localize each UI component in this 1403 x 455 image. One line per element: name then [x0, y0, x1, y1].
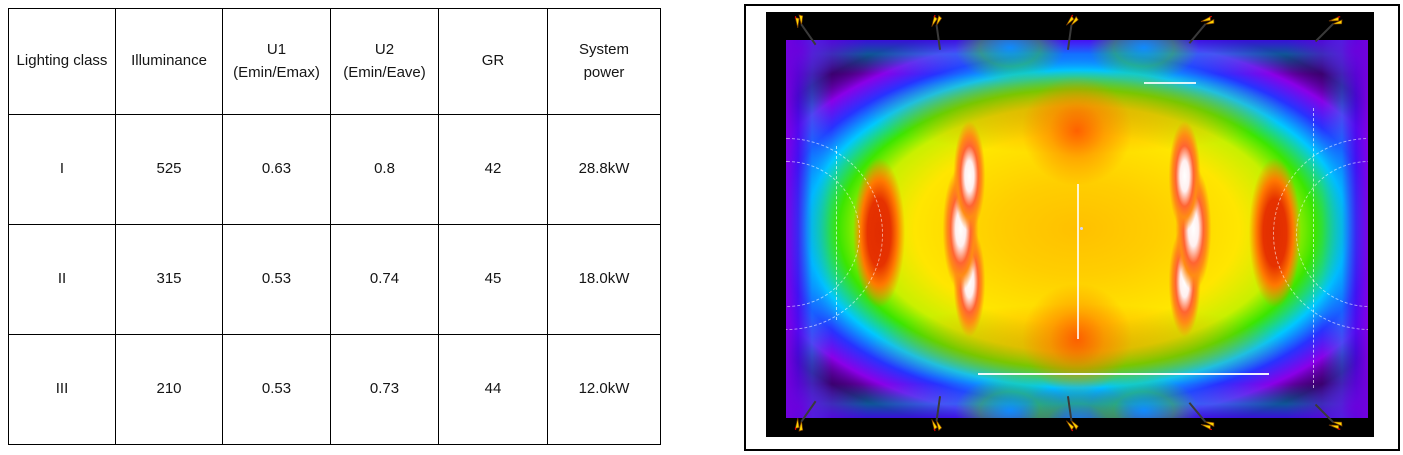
pitch-bottom-line	[978, 373, 1270, 375]
pitch-center-line	[1077, 183, 1079, 339]
floodlight-icon	[1200, 15, 1215, 25]
table-cell: 42	[438, 114, 548, 225]
photometric-table-body: Lighting class Illuminance U1 (Emin/Emax) U…	[8, 8, 661, 445]
table-cell: 0.74	[330, 224, 439, 335]
heatmap-canvas	[766, 12, 1374, 437]
table-cell: 210	[115, 334, 223, 445]
pitch-center-spot	[1080, 227, 1083, 231]
table-cell: 44	[438, 334, 548, 445]
table-header-cell: U1 (Emin/Emax)	[222, 8, 331, 115]
table-cell: 0.63	[222, 114, 331, 225]
table-cell: III	[8, 334, 116, 445]
floodlight	[1064, 396, 1080, 433]
table-header-cell: U2 (Emin/Eave)	[330, 8, 439, 115]
table-cell: I	[8, 114, 116, 225]
table-cell: 0.53	[222, 224, 331, 335]
pitch-left-penalty-line	[836, 145, 838, 320]
floodlight-icon	[1200, 421, 1215, 431]
table-cell: 315	[115, 224, 223, 335]
floodlight-icon	[1065, 419, 1079, 432]
table-header-cell: GR	[438, 8, 548, 115]
table-cell: 28.8kW	[547, 114, 661, 225]
floodlight-icon	[1329, 16, 1343, 25]
illuminance-field	[786, 40, 1368, 418]
table-header-row: Lighting class Illuminance U1 (Emin/Emax) U…	[8, 8, 661, 115]
floodlight-icon	[931, 14, 943, 27]
table-header-cell: Lighting class	[8, 8, 116, 115]
table-cell: 12.0kW	[547, 334, 661, 445]
floodlight	[1064, 13, 1080, 50]
floodlight	[928, 13, 944, 50]
table-cell: 0.8	[330, 114, 439, 225]
photometric-table: Lighting class Illuminance U1 (Emin/Emax) U…	[8, 8, 661, 445]
floodlight	[928, 396, 944, 433]
pitch-top-right-line	[1143, 82, 1197, 84]
floodlight	[1315, 403, 1346, 435]
table-cell: 0.53	[222, 334, 331, 445]
table-cell: 525	[115, 114, 223, 225]
table-cell: II	[8, 224, 116, 335]
floodlight	[1188, 402, 1218, 435]
heatmap-panel	[744, 4, 1400, 451]
floodlight	[789, 11, 817, 46]
floodlight	[1315, 11, 1346, 43]
table-cell: 0.73	[330, 334, 439, 445]
floodlight-icon	[931, 419, 943, 432]
table-header-cell: System power	[547, 8, 661, 115]
table-row: I 525 0.63 0.8 42 28.8kW	[8, 114, 661, 225]
floodlight-icon	[794, 14, 803, 29]
floodlight	[789, 400, 817, 434]
table-cell: 18.0kW	[547, 224, 661, 335]
floodlight	[1188, 11, 1218, 44]
floodlight-icon	[1329, 421, 1343, 430]
table-cell: 45	[438, 224, 548, 335]
table-row: II 315 0.53 0.74 45 18.0kW	[8, 224, 661, 335]
floodlight-icon	[794, 417, 803, 432]
pitch-right-penalty-line	[1312, 108, 1314, 388]
table-row: III 210 0.53 0.73 44 12.0kW	[8, 334, 661, 445]
table-header-cell: Illuminance	[115, 8, 223, 115]
floodlight-icon	[1065, 14, 1079, 27]
